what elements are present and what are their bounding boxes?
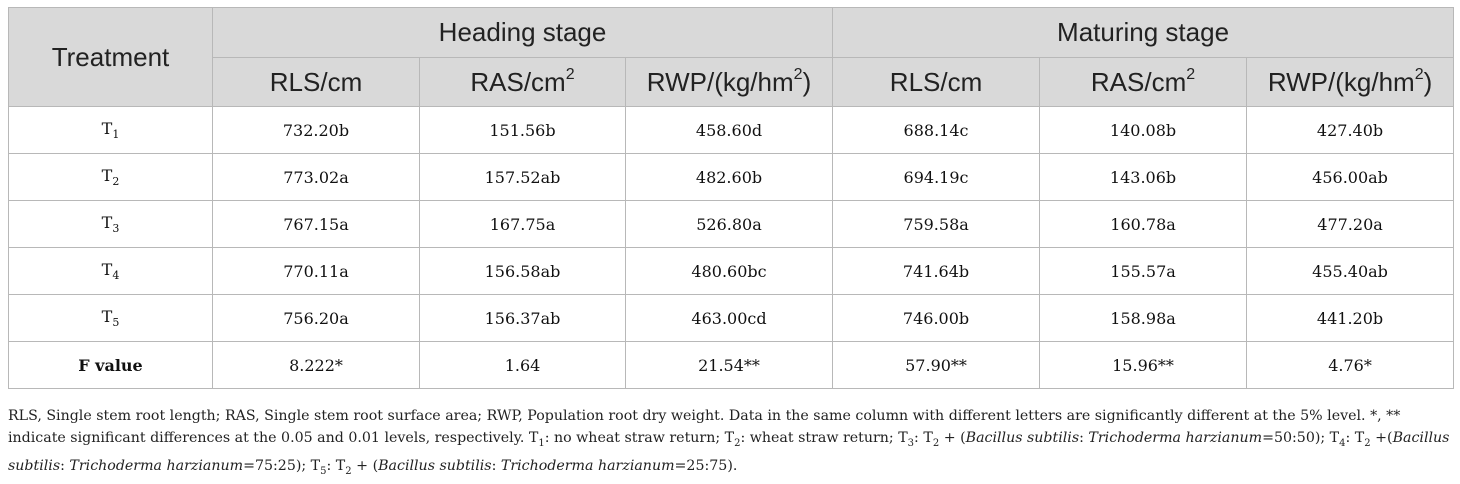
table-cell: 427.40b: [1246, 106, 1455, 154]
table-cell: 21.54**: [624, 341, 834, 389]
table-cell: 1.64: [419, 341, 626, 389]
table-cell: 140.08b: [1039, 106, 1248, 154]
table-cell: 688.14c: [832, 106, 1041, 154]
table-row: T3 767.15a 167.75a 526.80a 759.58a 160.7…: [8, 200, 1455, 248]
header-treatment: Treatment: [8, 7, 213, 107]
header-col: RWP/(kg/hm2): [1246, 57, 1455, 107]
header-col: RAS/cm2: [1039, 57, 1248, 107]
table-cell: 480.60bc: [624, 247, 834, 295]
table-cell: 157.52ab: [419, 153, 626, 201]
row-label: T2: [8, 153, 213, 201]
row-label: T4: [8, 247, 213, 295]
table-cell: 759.58a: [832, 200, 1041, 248]
table-cell: 463.00cd: [624, 294, 834, 342]
table-row: T4 770.11a 156.58ab 480.60bc 741.64b 155…: [8, 247, 1455, 295]
table-cell: 482.60b: [624, 153, 834, 201]
header-maturing-stage: Maturing stage: [832, 7, 1455, 58]
table-cell: 732.20b: [212, 106, 420, 154]
header-row-columns: RLS/cm RAS/cm2 RWP/(kg/hm2) RLS/cm RAS/c…: [9, 57, 1455, 107]
f-value-row: F value 8.222* 1.64 21.54** 57.90** 15.9…: [8, 341, 1455, 389]
table-cell: 155.57a: [1039, 247, 1248, 295]
table-footnote: RLS, Single stem root length; RAS, Singl…: [8, 408, 1450, 477]
table-cell: 767.15a: [212, 200, 420, 248]
table-cell: 773.02a: [212, 153, 420, 201]
table-cell: 477.20a: [1246, 200, 1455, 248]
header-col: RWP/(kg/hm2): [624, 57, 834, 107]
table-row: T1 732.20b 151.56b 458.60d 688.14c 140.0…: [8, 106, 1455, 154]
table-cell: 4.76*: [1246, 341, 1455, 389]
header-col: RAS/cm2: [419, 57, 626, 107]
table-cell: 167.75a: [419, 200, 626, 248]
table-cell: 746.00b: [832, 294, 1041, 342]
header-col: RLS/cm: [832, 57, 1041, 107]
row-label: T5: [8, 294, 213, 342]
table-cell: 143.06b: [1039, 153, 1248, 201]
table-cell: 526.80a: [624, 200, 834, 248]
table-cell: 770.11a: [212, 247, 420, 295]
header-heading-stage: Heading stage: [211, 7, 834, 58]
table-cell: 441.20b: [1246, 294, 1455, 342]
row-label: T1: [8, 106, 213, 154]
table-cell: 15.96**: [1039, 341, 1248, 389]
table-cell: 455.40ab: [1246, 247, 1455, 295]
table-cell: 694.19c: [832, 153, 1041, 201]
table-cell: 160.78a: [1039, 200, 1248, 248]
f-value-label: F value: [8, 341, 213, 389]
table-cell: 741.64b: [832, 247, 1041, 295]
table-cell: 151.56b: [419, 106, 626, 154]
table-cell: 756.20a: [212, 294, 420, 342]
results-table: Treatment Heading stage Maturing stage R…: [8, 7, 1455, 389]
table-cell: 156.58ab: [419, 247, 626, 295]
table-cell: 158.98a: [1039, 294, 1248, 342]
table-cell: 156.37ab: [419, 294, 626, 342]
table-cell: 456.00ab: [1246, 153, 1455, 201]
table-cell: 57.90**: [832, 341, 1041, 389]
table-cell: 8.222*: [212, 341, 420, 389]
header-col: RLS/cm: [212, 57, 420, 107]
table-cell: 458.60d: [624, 106, 834, 154]
results-table-container: Treatment Heading stage Maturing stage R…: [8, 7, 1455, 389]
row-label: T3: [8, 200, 213, 248]
table-row: T5 756.20a 156.37ab 463.00cd 746.00b 158…: [8, 294, 1455, 342]
table-row: T2 773.02a 157.52ab 482.60b 694.19c 143.…: [8, 153, 1455, 201]
header-row-groups: Treatment Heading stage Maturing stage: [8, 7, 1455, 107]
